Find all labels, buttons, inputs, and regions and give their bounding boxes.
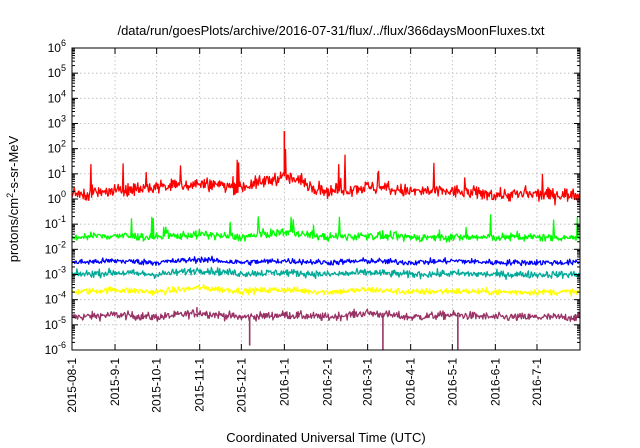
y-tick-label-base: 10 [48, 192, 62, 206]
y-tick-label-base: 10 [48, 117, 62, 131]
y-tick-label: 10-4 [45, 290, 66, 307]
y-tick-label: 10-2 [45, 239, 66, 256]
y-axis: 10-610-510-410-310-210-11001011021031041… [45, 38, 580, 357]
y-tick-label: 10-5 [45, 315, 66, 332]
x-tick-label: 2015-08-1 [65, 358, 79, 413]
series-group [71, 148, 581, 322]
x-tick-label: 2016-4-1 [404, 358, 418, 406]
x-tick-label: 2016-6-1 [488, 358, 502, 406]
y-tick-label-base: 10 [48, 91, 62, 105]
y-tick-label-exp: 4 [61, 88, 66, 98]
series-line [71, 214, 580, 243]
y-tick-label: 102 [48, 139, 66, 156]
y-tick-label-base: 10 [45, 217, 59, 231]
y-tick-label-exp: 3 [61, 114, 66, 124]
y-tick-label: 105 [48, 63, 66, 80]
y-tick-label-base: 10 [48, 142, 62, 156]
x-tick-label: 2015-11-1 [193, 358, 207, 412]
series-line [71, 255, 581, 267]
y-tick-label: 100 [48, 189, 66, 206]
series-line [71, 148, 581, 206]
y-tick-label-exp: -6 [58, 340, 66, 350]
y-tick-label-base: 10 [48, 41, 62, 55]
series-line [71, 283, 580, 297]
y-tick-label-exp: -1 [58, 214, 66, 224]
series-line [71, 308, 581, 322]
y-tick-label-exp: 6 [61, 38, 66, 48]
y-tick-label: 104 [48, 88, 66, 105]
y-tick-label: 10-6 [45, 340, 66, 357]
y-tick-label: 10-3 [45, 265, 66, 282]
x-tick-label: 2016-3-1 [361, 358, 375, 406]
x-axis: 2015-08-1 2015-9-1 2015-10-1 2015-11-1 2015-… [65, 48, 544, 413]
y-tick-label-exp: 0 [61, 189, 66, 199]
y-tick-label-exp: -2 [58, 239, 66, 249]
grid [71, 47, 580, 351]
y-tick-label: 10-1 [45, 214, 66, 231]
y-tick-label-base: 10 [45, 242, 59, 256]
y-axis-title-pre: protons/cm [6, 198, 21, 262]
y-tick-label: 101 [48, 164, 66, 181]
annotation-group [196, 131, 459, 350]
y-tick-label-base: 10 [45, 318, 59, 332]
y-tick-label-base: 10 [45, 343, 59, 357]
x-tick-label: 2016-7-1 [530, 358, 544, 406]
y-tick-label-exp: -3 [58, 265, 66, 275]
y-tick-label-base: 10 [48, 66, 62, 80]
y-axis-title-post: -s-sr-MeV [6, 135, 21, 192]
chart-title: /data/run/goesPlots/archive/2016-07-31/f… [117, 23, 544, 38]
y-tick-label-base: 10 [45, 268, 59, 282]
x-axis-title: Coordinated Universal Time (UTC) [226, 430, 425, 445]
x-tick-label: 2015-12-1 [234, 358, 248, 413]
y-tick-label-exp: -5 [58, 315, 66, 325]
x-tick-label: 2016-1-1 [277, 358, 291, 406]
x-tick-label: 2015-10-1 [150, 358, 164, 413]
y-axis-title-sup: 2 [5, 193, 15, 198]
y-tick-label-exp: -4 [58, 290, 66, 300]
series-line [71, 266, 581, 281]
y-tick-label: 103 [48, 114, 66, 131]
y-tick-label-exp: 2 [61, 139, 66, 149]
y-axis-title: protons/cm2-s-sr-MeV [5, 135, 21, 262]
y-tick-label-exp: 1 [61, 164, 66, 174]
x-tick-label: 2016-5-1 [445, 358, 459, 406]
y-tick-label-base: 10 [48, 167, 62, 181]
x-tick-label: 2015-9-1 [108, 358, 122, 406]
y-tick-label: 106 [48, 38, 66, 55]
x-tick-label: 2016-2-1 [320, 358, 334, 406]
y-tick-label-base: 10 [45, 293, 59, 307]
y-tick-label-exp: 5 [61, 63, 66, 73]
